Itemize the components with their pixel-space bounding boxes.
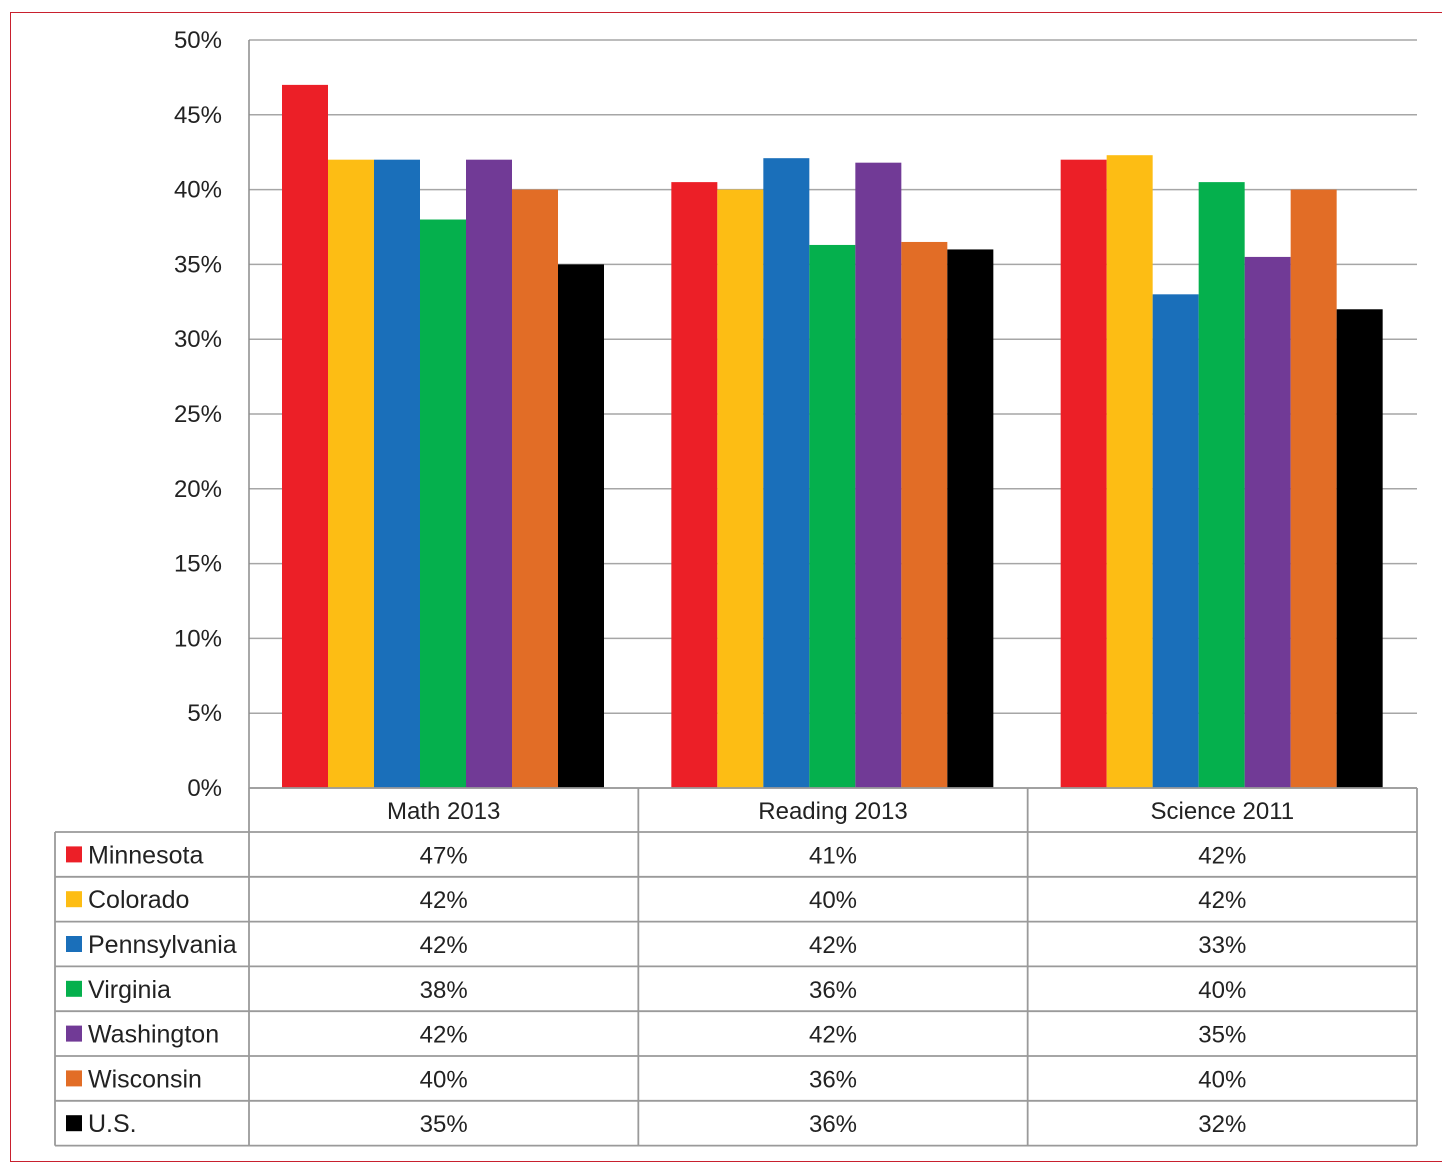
category-label: Math 2013: [387, 798, 500, 825]
bar-virginia-2: [809, 244, 856, 788]
table-cell: 32%: [1198, 1111, 1246, 1138]
y-tick-label: 20%: [174, 476, 222, 503]
y-tick-label: 30%: [174, 326, 222, 353]
y-tick-label: 45%: [174, 102, 222, 129]
category-label: Reading 2013: [758, 798, 907, 825]
table-cell: 42%: [420, 1022, 468, 1049]
table-cell: 42%: [1198, 842, 1246, 869]
legend-label: Wisconsin: [88, 1065, 202, 1093]
legend-label: Minnesota: [88, 841, 203, 869]
category-label: Science 2011: [1150, 798, 1294, 825]
legend-label: Washington: [88, 1021, 219, 1049]
legend-swatch: [66, 1115, 82, 1132]
table-cell: 42%: [809, 1022, 857, 1049]
table-cell: 42%: [1198, 887, 1246, 914]
bar-washington-3: [1244, 256, 1291, 788]
y-tick-label: 15%: [174, 551, 222, 578]
bars: [282, 84, 1383, 789]
data-table: Math 2013 Reading 2013 Science 2011 Minneso…: [54, 787, 1418, 1147]
y-tick-label: 25%: [174, 401, 222, 428]
y-tick-label: 35%: [174, 251, 222, 278]
legend-label: Virginia: [88, 976, 171, 1004]
legend-label: Pennsylvania: [88, 931, 237, 959]
table-cell: 41%: [809, 842, 857, 869]
bar-washington-2: [855, 162, 902, 788]
table-cell: 36%: [809, 977, 857, 1004]
legend-swatch: [66, 846, 82, 863]
legend-swatch: [66, 936, 82, 952]
table-cell: 42%: [809, 932, 857, 959]
y-tick-label: 10%: [174, 625, 222, 652]
bar-minnesota-2: [671, 182, 718, 788]
table-cell: 38%: [420, 977, 468, 1004]
bar-wisconsin-3: [1290, 189, 1337, 789]
bar-u-s-2: [947, 249, 994, 788]
bar-colorado-1: [328, 159, 374, 788]
y-tick-label: 0%: [187, 775, 222, 802]
table-cell: 40%: [1198, 1066, 1246, 1093]
table-cell: 35%: [420, 1111, 468, 1138]
bar-pennsylvania-2: [763, 158, 810, 788]
table-cell: 40%: [1198, 977, 1246, 1004]
table-cell: 35%: [1198, 1022, 1246, 1049]
bar-virginia-1: [420, 219, 466, 788]
y-tick-label: 50%: [174, 27, 222, 54]
legend-swatch: [66, 891, 82, 908]
y-tick-label: 5%: [187, 700, 222, 727]
legend-swatch: [66, 1070, 82, 1087]
table-cell: 42%: [420, 887, 468, 914]
bar-minnesota-3: [1060, 159, 1107, 788]
table-cell: 33%: [1198, 932, 1246, 959]
table-cell: 40%: [420, 1066, 468, 1093]
table-cell: 40%: [809, 887, 857, 914]
y-axis-ticks: 0% 5% 10% 15% 20% 25% 30% 35% 40% 45% 50%: [174, 27, 222, 802]
legend-label: Colorado: [88, 886, 189, 914]
bar-u-s-1: [558, 264, 604, 788]
table-cell: 47%: [420, 842, 468, 869]
bar-wisconsin-2: [901, 241, 948, 788]
bar-colorado-3: [1106, 155, 1153, 788]
legend-swatch: [66, 980, 82, 997]
legend-label: U.S.: [88, 1110, 137, 1138]
bar-minnesota-1: [282, 84, 328, 788]
y-tick-label: 40%: [174, 177, 222, 204]
bar-virginia-3: [1198, 182, 1245, 788]
bar-colorado-2: [717, 189, 764, 789]
bar-wisconsin-1: [512, 189, 558, 789]
table-cell: 36%: [809, 1066, 857, 1093]
table-cell: 42%: [420, 932, 468, 959]
bar-pennsylvania-1: [374, 159, 420, 788]
table-cell: 36%: [809, 1111, 857, 1138]
bar-u-s-3: [1336, 309, 1383, 788]
legend-swatch: [66, 1025, 82, 1042]
bar-pennsylvania-3: [1152, 294, 1199, 788]
bar-washington-1: [466, 159, 512, 788]
